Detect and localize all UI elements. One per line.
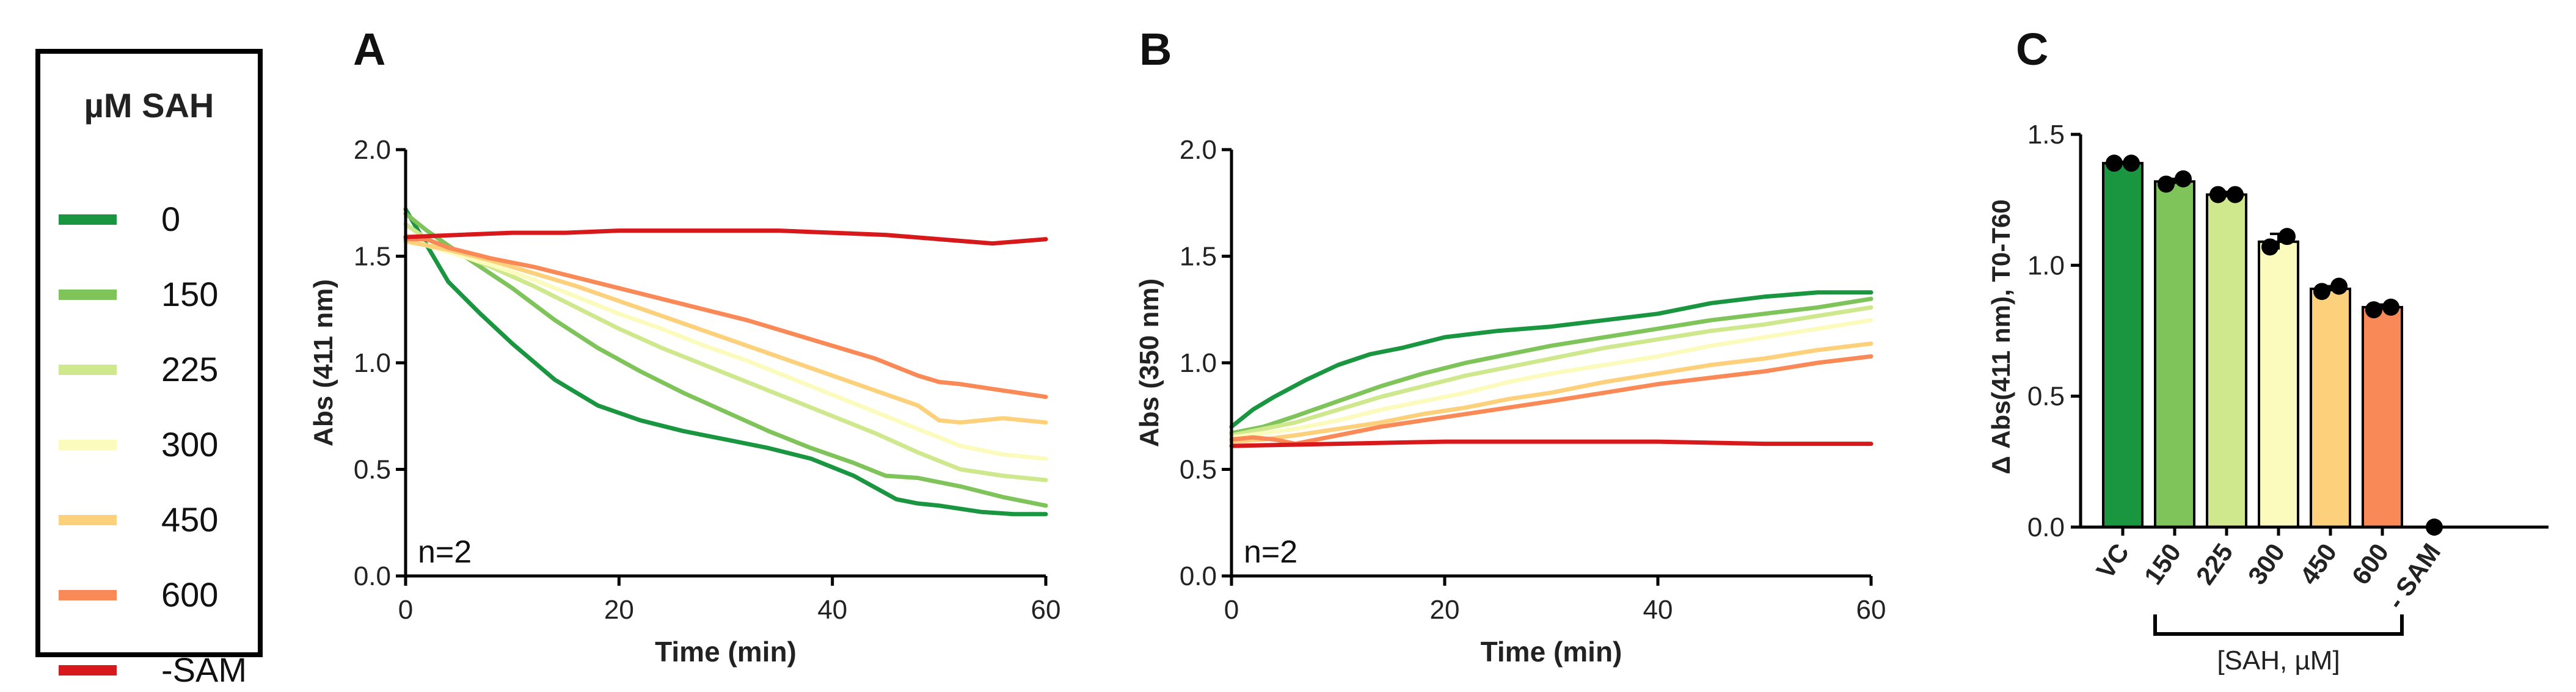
bar-4 [2310,287,2351,528]
bar-chart-delta: VC 150 225 300 450 600- SAM 0.0 0.5 1.0 1.5 Δ Abs(… [1987,120,2549,676]
replicate-point [2106,155,2123,172]
x-tick-label: 60 [1856,595,1886,625]
category-label: 300 [2242,538,2291,589]
replicate-point [2261,238,2279,256]
panel-label-a: A [353,24,386,75]
series-line-1 [1229,296,1874,435]
legend-label: 225 [161,350,219,388]
bar-0 [2102,162,2144,528]
category-label: VC [2090,538,2134,584]
bar-5 [2362,305,2403,528]
series-line-0 [1229,290,1874,429]
y-tick-label: 1.0 [2027,250,2065,280]
x-tick-label: 60 [1031,595,1061,625]
bar-2 [2206,193,2247,528]
bar-3 [2258,240,2299,528]
category-label: 225 [2191,538,2239,589]
category-label: - SAM [2381,538,2446,614]
legend-swatch [59,214,117,225]
x-tick-label: 40 [1643,595,1673,625]
group-bracket [2153,614,2404,636]
replicate-point [2209,186,2227,203]
y-tick-label: 0.0 [1180,561,1217,591]
sample-size-annotation: n=2 [418,534,472,570]
replicate-point [2313,283,2330,300]
series-line-3 [403,233,1048,461]
panel-label-c: C [2016,24,2049,75]
category-label: 600 [2346,538,2395,589]
panel-label-b: B [1139,24,1172,75]
legend-swatch [59,365,117,375]
line-chart-350: 0.0 0.5 1.0 1.5 2.0 0 20 40 60 Time (min) Abs (350… [1134,135,1886,668]
x-tick-label: 20 [1430,595,1460,625]
legend-label: 450 [161,500,219,539]
series-line-1 [403,211,1048,508]
replicate-point [2279,228,2296,246]
y-axis-label: Abs (350 nm) [1134,279,1164,447]
replicate-point [2227,186,2244,203]
x-tick-label: 0 [398,595,413,625]
series-line-2 [1229,305,1874,438]
line-chart-411: 0.0 0.5 1.0 1.5 2.0 0 20 40 60 Time (min) Abs (411… [308,135,1060,668]
series-line-5 [1229,354,1874,446]
legend-box: µM SAH 0 150 225 300 450 600 -SAM [35,49,263,689]
x-tick-label: 40 [817,595,847,625]
y-tick-label: 1.5 [2027,120,2065,150]
legend-label: 0 [161,200,181,238]
series-line-6 [1229,439,1874,448]
y-tick-label: 1.0 [354,348,391,378]
series-line-6 [403,228,1048,246]
y-tick-label: 2.0 [354,135,391,165]
replicate-point [2175,170,2192,188]
y-tick-label: 0.0 [2027,512,2065,542]
legend-label: 150 [161,275,219,313]
legend-label: 300 [161,425,219,464]
replicate-point [2123,155,2140,172]
replicate-point [2382,298,2399,316]
y-tick-label: 1.5 [1180,242,1217,272]
y-tick-label: 2.0 [1180,135,1217,165]
y-tick-label: 1.0 [1180,348,1217,378]
y-tick-label: 0.5 [354,455,391,485]
y-tick-label: 0.5 [2027,382,2065,412]
replicate-point [2158,175,2175,193]
series-line-5 [403,237,1048,399]
bar-1 [2154,180,2195,529]
legend-swatch [59,290,117,300]
legend-label: -SAM [161,650,247,689]
category-label: 450 [2294,538,2343,589]
legend-swatch [59,440,117,450]
legend-title: µM SAH [84,86,214,125]
x-tick-label: 20 [604,595,634,625]
legend-swatch [59,590,117,600]
replicate-point [2365,301,2382,319]
series-line-4 [1229,341,1874,444]
y-tick-label: 0.5 [1180,455,1217,485]
x-axis-label: Time (min) [655,636,797,668]
series-line-0 [403,207,1048,517]
legend-label: 600 [161,575,219,614]
x-tick-label: 0 [1224,595,1239,625]
y-tick-label: 0.0 [354,561,391,591]
sample-size-annotation: n=2 [1244,534,1297,570]
replicate-point [2330,277,2348,295]
x-axis-label: Time (min) [1481,636,1622,668]
legend-swatch [59,515,117,525]
y-axis-label: Δ Abs(411 nm), T0-T60 [1987,199,2015,474]
series-line-3 [1229,318,1874,440]
category-label: 150 [2139,538,2187,589]
y-tick-label: 1.5 [354,242,391,272]
group-label: [SAH, µM] [2217,646,2340,676]
legend-swatch [59,665,117,676]
y-axis-label: Abs (411 nm) [308,279,338,446]
